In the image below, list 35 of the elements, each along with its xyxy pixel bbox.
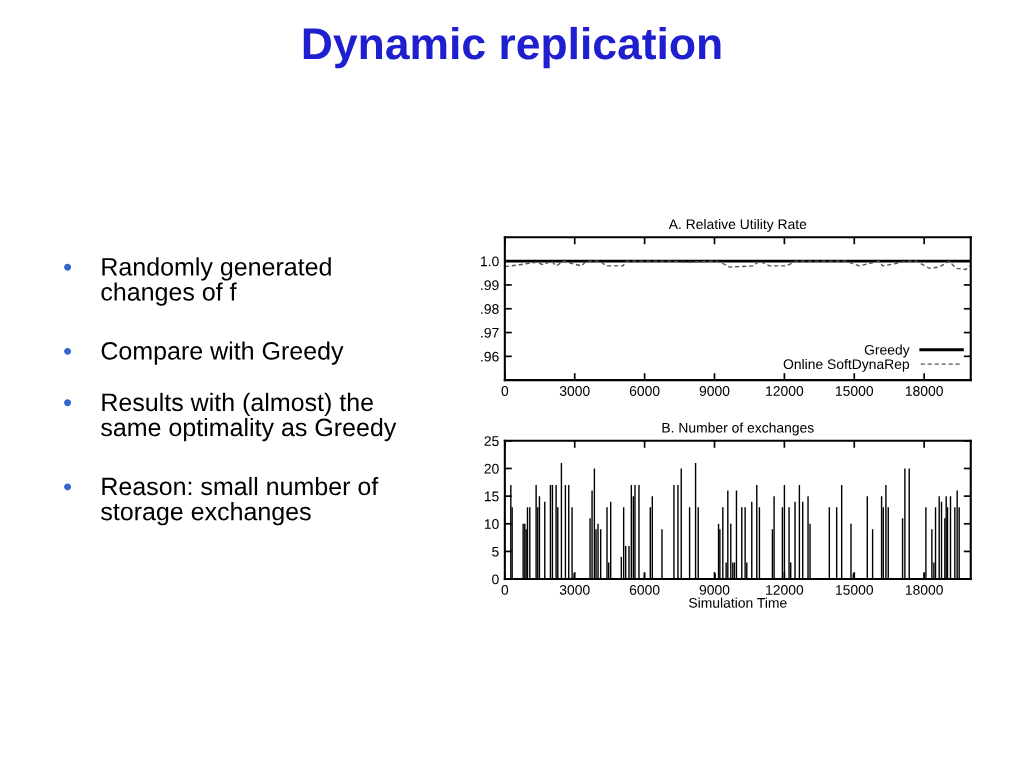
x-tick-label: 15000 [836,584,874,595]
x-tick-label: 6000 [629,584,660,595]
y-tick-label: 0 [492,574,499,585]
x-tick-label: 0 [501,584,509,595]
chart-title: A. Relative Utility Rate [668,218,807,232]
y-tick-label: .96 [481,351,499,362]
text: Reason: small number of storage exchanges [101,476,379,526]
y-tick-label: 10 [484,519,499,529]
text: Results with (almost) the same optimality as Greedy [101,392,397,442]
x-axis-title: Simulation Time [689,597,787,608]
legend-label: Greedy [864,344,910,358]
y-tick-label: .99 [481,280,499,291]
x-tick-label: 9000 [699,584,730,595]
x-tick-label: 15000 [836,386,874,396]
y-tick-label: 1.0 [481,256,499,267]
x-tick-label: 3000 [559,584,590,595]
x-tick-label: 9000 [699,386,730,396]
chart-title: B. Number of exchanges [662,422,814,436]
y-tick-label: .97 [481,327,499,338]
x-tick-label: 12000 [766,584,804,595]
x-tick-label: 18000 [905,386,943,396]
x-tick-label: 6000 [629,386,660,396]
legend-label: Online SoftDynaRep [783,358,910,372]
text: Compare with Greedy [101,341,344,365]
y-tick-label: .98 [481,304,499,314]
x-tick-label: 0 [501,386,509,396]
y-tick-label: 5 [492,546,499,557]
x-tick-label: 18000 [905,584,943,595]
x-tick-label: 3000 [559,386,590,396]
x-tick-label: 12000 [766,386,804,396]
text: Randomly generated changes of f [101,257,331,306]
y-tick-label: 20 [484,463,499,474]
text: Dynamic replication [303,26,721,69]
y-tick-label: 15 [484,491,499,502]
y-tick-label: 25 [484,436,499,446]
